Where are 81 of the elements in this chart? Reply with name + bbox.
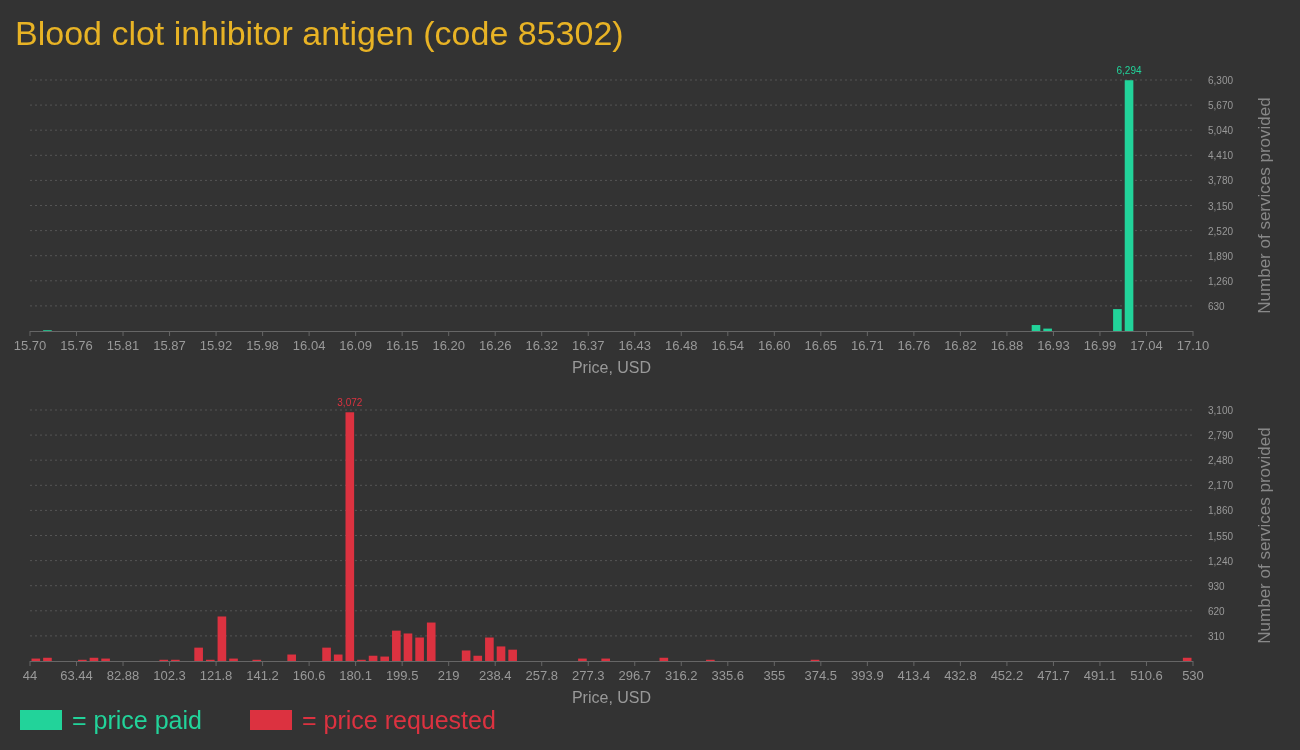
y-tick-label: 5,670 bbox=[1208, 100, 1234, 112]
x-tick-label: 510.6 bbox=[1130, 668, 1163, 683]
x-tick-label: 16.82 bbox=[944, 338, 977, 353]
x-tick-label: 121.8 bbox=[199, 668, 233, 683]
x-tick-label: 16.48 bbox=[665, 338, 698, 353]
x-tick-label: 491.1 bbox=[1083, 668, 1117, 683]
y-tick-label: 3,780 bbox=[1208, 175, 1234, 187]
x-tick-label: 238.4 bbox=[478, 668, 512, 683]
x-tick-label: 16.20 bbox=[432, 338, 465, 353]
x-tick-label: 16.54 bbox=[711, 338, 745, 353]
y-tick-label: 1,890 bbox=[1208, 250, 1234, 262]
x-tick-label: 316.2 bbox=[665, 668, 698, 683]
x-tick-label: 16.43 bbox=[618, 338, 652, 353]
x-tick-label: 16.93 bbox=[1037, 338, 1070, 353]
y-tick-label: 5,040 bbox=[1208, 125, 1234, 137]
y-tick-label: 3,150 bbox=[1208, 200, 1234, 212]
x-tick-label: 141.2 bbox=[246, 668, 279, 683]
y-tick-label: 1,240 bbox=[1208, 555, 1234, 567]
x-tick-label: 16.15 bbox=[385, 338, 419, 353]
x-tick-label: 16.37 bbox=[571, 338, 605, 353]
x-tick-label: 374.5 bbox=[804, 668, 838, 683]
x-tick-label: 15.87 bbox=[153, 338, 186, 353]
x-tick-label: 15.76 bbox=[60, 338, 93, 353]
x-tick-label: 530 bbox=[1182, 668, 1204, 683]
x-tick-label: 219 bbox=[437, 668, 460, 683]
x-tick-label: 17.10 bbox=[1176, 338, 1210, 353]
x-tick-label: 16.76 bbox=[897, 338, 931, 353]
y-tick-label: 630 bbox=[1208, 300, 1226, 312]
y-axis-title: Number of services provided bbox=[1255, 97, 1274, 314]
y-tick-label: 4,410 bbox=[1208, 150, 1234, 162]
x-tick-label: 63.44 bbox=[60, 668, 93, 683]
x-tick-label: 452.2 bbox=[990, 668, 1024, 683]
x-tick-label: 16.04 bbox=[292, 338, 326, 353]
x-tick-label: 16.60 bbox=[758, 338, 791, 353]
x-tick-label: 471.7 bbox=[1037, 668, 1070, 683]
x-tick-label: 102.3 bbox=[153, 668, 186, 683]
x-tick-label: 16.32 bbox=[525, 338, 558, 353]
x-tick-label: 180.1 bbox=[339, 668, 372, 683]
data-label: 6,294 bbox=[1116, 65, 1142, 77]
y-axis-title: Number of services provided bbox=[1255, 427, 1274, 644]
x-tick-label: 15.70 bbox=[13, 338, 47, 353]
legend-label: = price paid bbox=[72, 706, 202, 734]
x-tick-label: 16.71 bbox=[851, 338, 884, 353]
y-tick-label: 6,300 bbox=[1208, 75, 1234, 86]
legend-label: = price requested bbox=[302, 706, 496, 734]
x-tick-label: 15.92 bbox=[199, 338, 233, 353]
x-axis-title: Price, USD bbox=[571, 689, 652, 706]
x-tick-label: 16.26 bbox=[478, 338, 512, 353]
y-tick-label: 1,260 bbox=[1208, 275, 1234, 287]
x-tick-label: 16.65 bbox=[804, 338, 838, 353]
y-tick-label: 2,790 bbox=[1208, 430, 1234, 442]
y-tick-label: 930 bbox=[1208, 580, 1226, 592]
x-tick-label: 17.04 bbox=[1130, 338, 1163, 353]
y-tick-label: 2,170 bbox=[1208, 480, 1234, 492]
x-tick-label: 16.88 bbox=[990, 338, 1024, 353]
x-tick-label: 15.81 bbox=[106, 338, 140, 353]
x-axis-title: Price, USD bbox=[571, 359, 652, 376]
x-tick-label: 393.9 bbox=[851, 668, 884, 683]
x-tick-label: 355 bbox=[763, 668, 786, 683]
chart-title: Blood clot inhibitor antigen (code 85302) bbox=[15, 14, 624, 52]
y-tick-label: 1,860 bbox=[1208, 505, 1234, 517]
y-tick-label: 2,520 bbox=[1208, 225, 1234, 237]
x-tick-label: 16.09 bbox=[339, 338, 372, 353]
x-tick-label: 16.99 bbox=[1083, 338, 1117, 353]
x-tick-label: 160.6 bbox=[292, 668, 326, 683]
data-label: 3,072 bbox=[337, 397, 363, 409]
x-tick-label: 44 bbox=[22, 668, 38, 683]
x-tick-label: 199.5 bbox=[385, 668, 419, 683]
y-tick-label: 620 bbox=[1208, 605, 1226, 617]
x-tick-label: 15.98 bbox=[246, 338, 279, 353]
x-tick-label: 432.8 bbox=[944, 668, 977, 683]
x-tick-label: 296.7 bbox=[618, 668, 652, 683]
y-tick-label: 2,480 bbox=[1208, 455, 1234, 467]
y-tick-label: 310 bbox=[1208, 630, 1226, 642]
x-tick-label: 82.88 bbox=[106, 668, 140, 683]
y-tick-label: 1,550 bbox=[1208, 530, 1234, 542]
x-tick-label: 335.6 bbox=[711, 668, 745, 683]
x-tick-label: 413.4 bbox=[897, 668, 931, 683]
x-tick-label: 257.8 bbox=[525, 668, 558, 683]
x-tick-label: 277.3 bbox=[571, 668, 605, 683]
y-tick-label: 3,100 bbox=[1208, 405, 1234, 416]
